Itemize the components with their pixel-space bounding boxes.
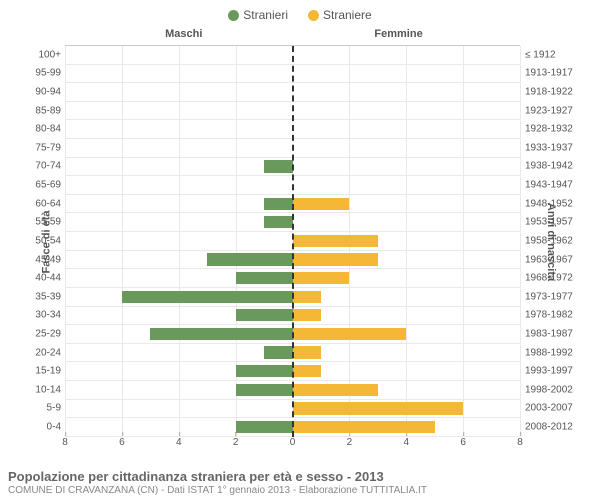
- age-label: 10-14: [35, 384, 61, 395]
- age-label: 30-34: [35, 310, 61, 321]
- birth-year-label: ≤ 1912: [525, 49, 556, 60]
- age-label: 0-4: [47, 421, 61, 432]
- birth-year-label: 1958-1962: [525, 235, 573, 246]
- bar-male: [236, 309, 293, 321]
- gridline: [406, 46, 407, 437]
- footer-sub: COMUNE DI CRAVANZANA (CN) - Dati ISTAT 1…: [8, 485, 592, 496]
- x-tick: 2: [233, 437, 239, 448]
- legend-label-female: Straniere: [323, 8, 372, 22]
- bar-female: [293, 402, 464, 414]
- x-tick: 8: [517, 437, 523, 448]
- bar-female: [293, 198, 350, 210]
- x-tick: 8: [62, 437, 68, 448]
- legend-item-male: Stranieri: [228, 8, 288, 22]
- bar-female: [293, 253, 378, 265]
- x-tick: 6: [119, 437, 125, 448]
- bar-male: [264, 346, 292, 358]
- gridline: [122, 46, 123, 437]
- birth-year-label: 1923-1927: [525, 105, 573, 116]
- gridline: [463, 46, 464, 437]
- legend-swatch-female: [308, 10, 319, 21]
- age-label: 55-59: [35, 217, 61, 228]
- age-label: 80-84: [35, 124, 61, 135]
- gridline: [65, 46, 66, 437]
- age-label: 25-29: [35, 328, 61, 339]
- bar-male: [236, 272, 293, 284]
- bar-female: [293, 272, 350, 284]
- center-line: [292, 46, 294, 437]
- x-tick: 4: [403, 437, 409, 448]
- x-tick: 0: [290, 437, 296, 448]
- bar-female: [293, 346, 321, 358]
- bar-male: [236, 421, 293, 433]
- bar-male: [264, 216, 292, 228]
- age-label: 95-99: [35, 68, 61, 79]
- chart-area: Fasce di età Anni di nascita 100+≤ 19129…: [65, 45, 520, 437]
- birth-year-label: 1933-1937: [525, 142, 573, 153]
- birth-year-label: 1913-1917: [525, 68, 573, 79]
- bar-female: [293, 365, 321, 377]
- x-tick: 4: [176, 437, 182, 448]
- x-axis: 8 6 4 2 0 2 4 6 8: [65, 437, 520, 453]
- age-label: 90-94: [35, 87, 61, 98]
- birth-year-label: 1938-1942: [525, 161, 573, 172]
- age-label: 100+: [38, 49, 61, 60]
- bar-male: [264, 160, 292, 172]
- age-label: 35-39: [35, 291, 61, 302]
- birth-year-label: 1943-1947: [525, 180, 573, 191]
- x-tick: 2: [347, 437, 353, 448]
- birth-year-label: 2003-2007: [525, 403, 573, 414]
- bar-female: [293, 291, 321, 303]
- birth-year-label: 1953-1957: [525, 217, 573, 228]
- birth-year-label: 1928-1932: [525, 124, 573, 135]
- birth-year-label: 1948-1952: [525, 198, 573, 209]
- bar-female: [293, 309, 321, 321]
- birth-year-label: 1993-1997: [525, 366, 573, 377]
- bar-female: [293, 235, 378, 247]
- legend-swatch-male: [228, 10, 239, 21]
- age-label: 15-19: [35, 366, 61, 377]
- gridline: [520, 46, 521, 437]
- bar-male: [264, 198, 292, 210]
- bar-female: [293, 328, 407, 340]
- birth-year-label: 1978-1982: [525, 310, 573, 321]
- birth-year-label: 1963-1967: [525, 254, 573, 265]
- age-label: 75-79: [35, 142, 61, 153]
- birth-year-label: 1988-1992: [525, 347, 573, 358]
- birth-year-label: 1968-1972: [525, 273, 573, 284]
- age-label: 65-69: [35, 180, 61, 191]
- bar-female: [293, 421, 435, 433]
- legend-label-male: Stranieri: [243, 8, 288, 22]
- legend-item-female: Straniere: [308, 8, 372, 22]
- legend: Stranieri Straniere: [0, 0, 600, 22]
- column-headers: Maschi Femmine: [65, 28, 520, 44]
- bar-male: [236, 384, 293, 396]
- age-label: 50-54: [35, 235, 61, 246]
- footer-title: Popolazione per cittadinanza straniera p…: [8, 469, 592, 484]
- age-label: 5-9: [47, 403, 61, 414]
- age-label: 85-89: [35, 105, 61, 116]
- age-label: 45-49: [35, 254, 61, 265]
- age-label: 60-64: [35, 198, 61, 209]
- birth-year-label: 1973-1977: [525, 291, 573, 302]
- birth-year-label: 1983-1987: [525, 328, 573, 339]
- bar-male: [236, 365, 293, 377]
- age-label: 40-44: [35, 273, 61, 284]
- age-label: 20-24: [35, 347, 61, 358]
- bar-male: [207, 253, 292, 265]
- birth-year-label: 1918-1922: [525, 87, 573, 98]
- bar-male: [122, 291, 293, 303]
- footer: Popolazione per cittadinanza straniera p…: [8, 469, 592, 496]
- gridline: [236, 46, 237, 437]
- age-label: 70-74: [35, 161, 61, 172]
- gridline: [179, 46, 180, 437]
- birth-year-label: 1998-2002: [525, 384, 573, 395]
- col-header-left: Maschi: [165, 28, 202, 40]
- x-tick: 6: [460, 437, 466, 448]
- col-header-right: Femmine: [374, 28, 422, 40]
- bar-female: [293, 384, 378, 396]
- birth-year-label: 2008-2012: [525, 421, 573, 432]
- bar-male: [150, 328, 292, 340]
